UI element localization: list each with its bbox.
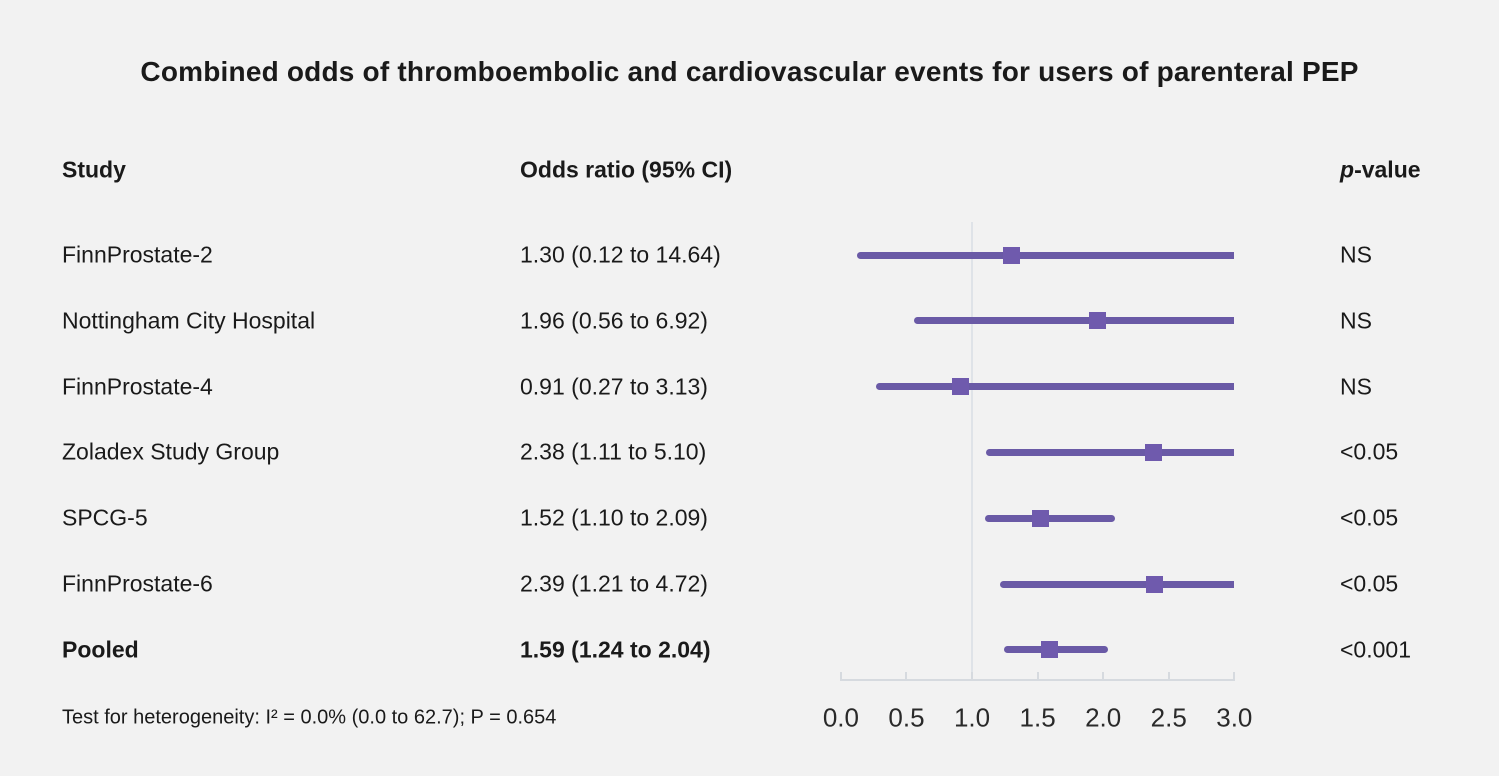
odds-ratio-text: 2.39 (1.21 to 4.72) (520, 570, 708, 597)
odds-ratio-text: 0.91 (0.27 to 3.13) (520, 373, 708, 400)
study-label: FinnProstate-6 (62, 570, 213, 597)
estimate-marker (951, 378, 969, 396)
axis-tick (1102, 672, 1105, 679)
odds-ratio-text: 2.38 (1.11 to 5.10) (520, 438, 707, 465)
pvalue-header-italic-p: p (1340, 156, 1355, 183)
axis-tick-label: 2.5 (1150, 702, 1187, 733)
odds-ratio-text: 1.52 (1.10 to 2.09) (520, 504, 708, 531)
ci-line (856, 251, 1235, 259)
p-value-text: NS (1340, 307, 1372, 334)
study-label: Nottingham City Hospital (62, 307, 316, 334)
estimate-marker (1144, 443, 1162, 461)
p-value-text: <0.05 (1340, 504, 1399, 531)
study-label: Zoladex Study Group (62, 438, 280, 465)
estimate-marker (1089, 312, 1107, 330)
estimate-marker (1145, 575, 1163, 593)
x-axis-line (839, 679, 1236, 681)
study-label: Pooled (62, 636, 139, 663)
axis-tick-label: 3.0 (1216, 702, 1253, 733)
column-header-odds-ratio: Odds ratio (95% CI) (520, 156, 733, 183)
page-title: Combined odds of thromboembolic and card… (140, 56, 1359, 87)
p-value-text: <0.05 (1340, 438, 1399, 465)
study-label: FinnProstate-2 (62, 241, 213, 268)
estimate-marker (1002, 246, 1020, 264)
ci-line (986, 448, 1235, 456)
axis-tick (1233, 672, 1236, 679)
axis-tick-label: 0.0 (822, 702, 859, 733)
reference-line (971, 222, 974, 681)
study-label: FinnProstate-4 (62, 373, 213, 400)
axis-tick-label: 1.0 (953, 702, 991, 733)
axis-tick-label: 2.0 (1085, 702, 1122, 733)
axis-tick (905, 672, 908, 679)
ci-line (999, 580, 1235, 588)
ci-line (876, 383, 1235, 391)
heterogeneity-note: Test for heterogeneity: I² = 0.0% (0.0 t… (62, 706, 557, 729)
axis-tick-label: 0.5 (888, 702, 925, 733)
odds-ratio-text: 1.59 (1.24 to 2.04) (520, 636, 711, 663)
estimate-marker (1031, 509, 1049, 527)
study-label: SPCG-5 (62, 504, 148, 531)
estimate-marker (1040, 641, 1058, 659)
odds-ratio-text: 1.96 (0.56 to 6.92) (520, 307, 708, 334)
p-value-text: <0.05 (1340, 570, 1399, 597)
axis-tick-label: 1.5 (1019, 702, 1056, 733)
column-header-pvalue: p-value (1340, 157, 1421, 184)
p-value-text: <0.001 (1340, 636, 1411, 663)
ci-line (914, 317, 1235, 325)
axis-tick (1167, 672, 1170, 679)
axis-tick (971, 672, 974, 679)
axis-tick (839, 672, 842, 679)
pvalue-header-suffix: -value (1354, 156, 1421, 183)
axis-tick (1036, 672, 1039, 679)
odds-ratio-text: 1.30 (0.12 to 14.64) (520, 241, 721, 268)
p-value-text: NS (1340, 373, 1372, 400)
ci-line (985, 514, 1115, 522)
p-value-text: NS (1340, 241, 1372, 268)
column-header-study: Study (62, 156, 126, 183)
